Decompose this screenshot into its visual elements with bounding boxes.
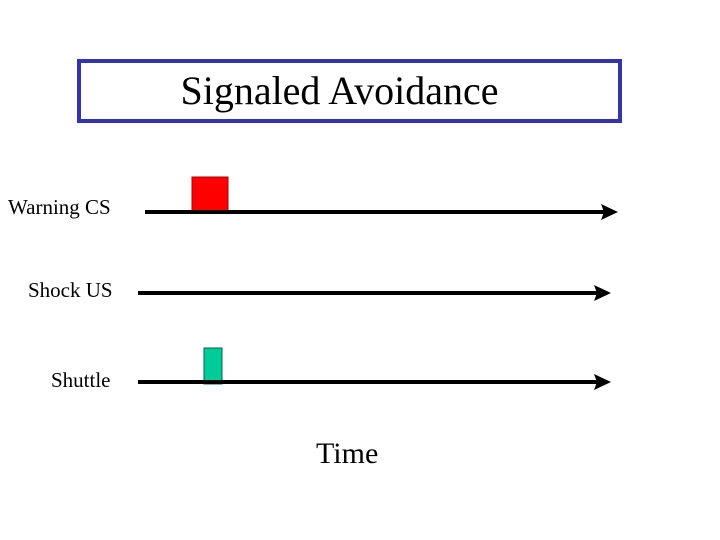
title-box: Signaled Avoidance: [77, 59, 622, 123]
diagram-title: Signaled Avoidance: [180, 68, 499, 113]
shuttle-marker: [203, 347, 223, 385]
warning-cs-label: Warning CS: [8, 195, 111, 219]
shuttle-arrowhead: [594, 374, 611, 390]
warning-cs-arrowhead: [601, 204, 618, 220]
time-axis-label: Time: [316, 437, 379, 470]
warning-cs-marker: [191, 176, 229, 214]
shock-us-label: Shock US: [28, 278, 113, 302]
shock-us-arrowhead: [594, 285, 611, 301]
shuttle-label: Shuttle: [51, 368, 111, 392]
